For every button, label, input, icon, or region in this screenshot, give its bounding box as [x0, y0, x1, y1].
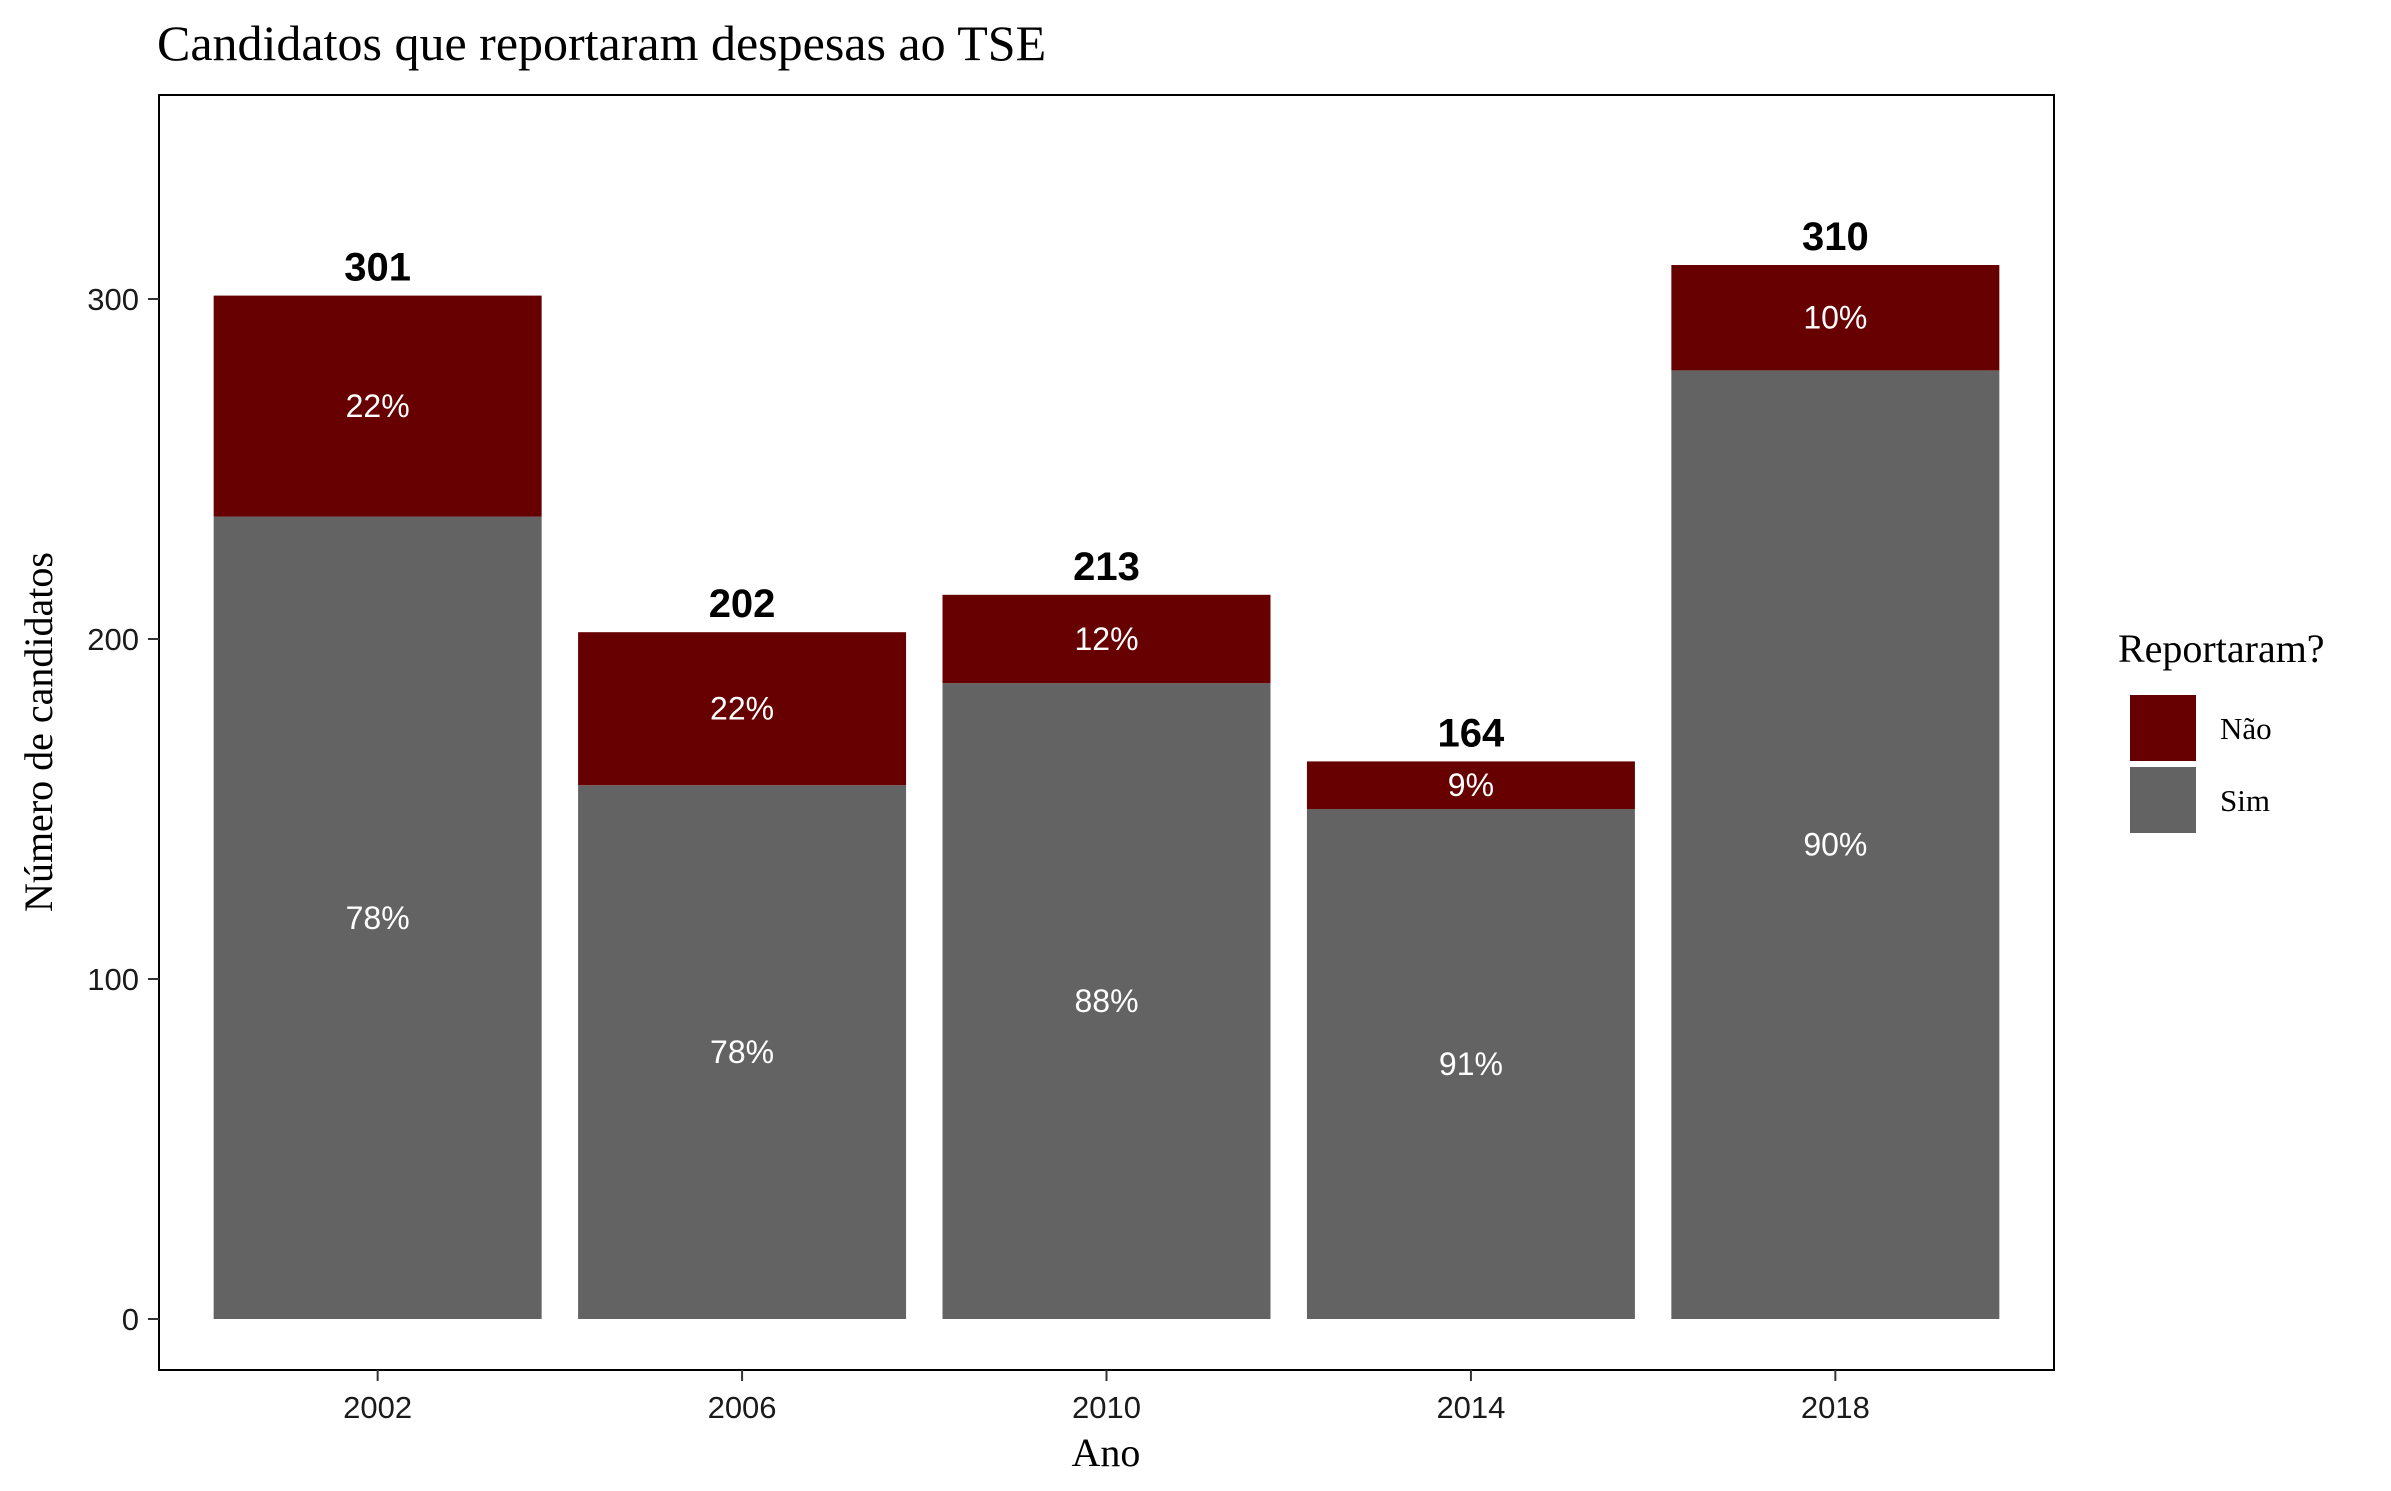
y-axis: 0 100 200 300 [87, 282, 159, 1337]
bar-total-label: 301 [344, 246, 411, 290]
legend-key [2130, 695, 2196, 761]
legend-key [2130, 767, 2196, 833]
chart-title: Candidatos que reportaram despesas ao TS… [157, 15, 1046, 71]
bar-percent-label: 88% [1074, 983, 1138, 1019]
x-tick-label: 2014 [1436, 1390, 1505, 1425]
bar-percent-label: 10% [1803, 300, 1867, 336]
bar-percent-label: 78% [710, 1034, 774, 1070]
legend-title: Reportaram? [2118, 626, 2325, 671]
bar-segment-sim [578, 785, 907, 1319]
bar-percent-label: 9% [1448, 767, 1494, 803]
bar-labels: 78% 22% 301 78% 22% 202 88% 12% 213 91% 9% 164 90% 10… [344, 215, 1868, 1082]
bar-percent-label: 90% [1803, 827, 1867, 863]
y-tick-label: 0 [122, 1302, 139, 1337]
x-tick-label: 2010 [1072, 1390, 1141, 1425]
bar-percent-label: 22% [346, 388, 410, 424]
bar-segment-sim [213, 516, 542, 1319]
bar-segment-não [1306, 761, 1635, 809]
bar-segment-sim [1306, 809, 1635, 1319]
bar-total-label: 213 [1073, 545, 1140, 589]
bar-segment-não [578, 632, 907, 786]
bar-total-label: 310 [1802, 215, 1869, 259]
bar-total-label: 202 [709, 582, 776, 626]
y-axis-title: Número de candidatos [16, 552, 61, 912]
bar-segment-sim [1671, 370, 2000, 1319]
legend: Reportaram? Não Sim [2118, 626, 2325, 833]
y-tick-label: 100 [87, 962, 139, 997]
x-tick-label: 2018 [1801, 1390, 1870, 1425]
bars [213, 265, 2000, 1319]
bar-segment-sim [942, 683, 1271, 1319]
y-tick-label: 300 [87, 282, 139, 317]
bar-percent-label: 78% [346, 900, 410, 936]
x-axis: 2002 2006 2010 2014 2018 [343, 1370, 1870, 1425]
bar-segment-não [942, 594, 1271, 684]
bar-segment-não [213, 295, 542, 517]
legend-label: Sim [2220, 783, 2270, 818]
x-tick-label: 2002 [343, 1390, 412, 1425]
bar-percent-label: 22% [710, 691, 774, 727]
x-tick-label: 2006 [708, 1390, 777, 1425]
y-tick-label: 200 [87, 622, 139, 657]
bar-percent-label: 91% [1439, 1046, 1503, 1082]
bar-total-label: 164 [1438, 711, 1505, 755]
bar-segment-não [1671, 265, 2000, 371]
x-axis-title: Ano [1072, 1430, 1141, 1475]
bar-percent-label: 12% [1074, 621, 1138, 657]
legend-label: Não [2220, 711, 2272, 746]
